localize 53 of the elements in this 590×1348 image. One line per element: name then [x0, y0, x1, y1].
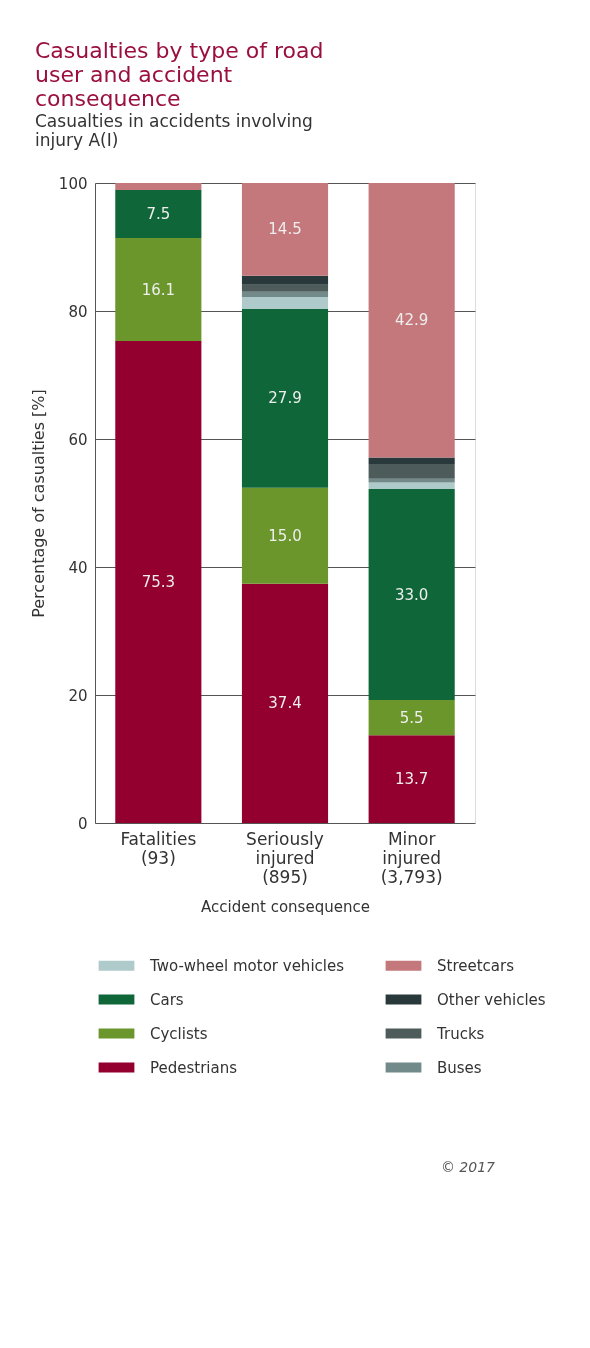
- data-label: 37.4: [268, 694, 302, 713]
- data-label: 14.5: [268, 220, 302, 239]
- bar: [115, 341, 202, 823]
- y-tick-label: 60: [68, 430, 88, 449]
- data-label: 13.7: [394, 770, 429, 789]
- y-tick-label: 40: [68, 558, 88, 577]
- bar: [241, 487, 329, 584]
- text: © 2017: [440, 1159, 496, 1175]
- bar: [115, 238, 202, 342]
- bar: [368, 488, 455, 701]
- bar: [368, 457, 455, 464]
- bar: [368, 482, 455, 489]
- y-tick-label: 100: [58, 174, 88, 193]
- x-axis-title: Accident consequence: [201, 897, 370, 916]
- bar: [368, 478, 455, 483]
- bar: [368, 700, 455, 736]
- data-label: 33.0: [394, 585, 429, 604]
- bar: [368, 463, 455, 479]
- legend-label: Other vehicles: [437, 990, 546, 1009]
- legend-label: Cyclists: [150, 1024, 208, 1043]
- bar: [241, 183, 329, 276]
- data-label: 42.9: [394, 311, 429, 330]
- legend-label: Two-wheel motor vehicles: [149, 956, 345, 975]
- y-axis-title: Percentage of casualties [%]: [28, 389, 48, 618]
- bar: [241, 296, 329, 310]
- legend-label: Streetcars: [437, 956, 515, 975]
- x-tick-label: Seriously injured (895): [246, 828, 324, 887]
- bar: [115, 183, 202, 191]
- bar: [241, 291, 329, 297]
- legend-label: Buses: [437, 1058, 482, 1077]
- data-label: 16.1: [141, 280, 176, 299]
- data-label: 27.9: [268, 389, 302, 408]
- chart-subtitle: Casualties in accidents involving injury A(I): [35, 111, 313, 150]
- x-tick-label: Minor injured (3,793): [380, 828, 443, 887]
- y-tick-label: 80: [68, 302, 88, 321]
- y-tick-label: 0: [77, 814, 88, 833]
- bar: [368, 735, 455, 823]
- data-label: 7.5: [146, 205, 171, 224]
- legend-label: Cars: [150, 990, 184, 1009]
- bar: [241, 309, 329, 488]
- bar: [115, 190, 202, 239]
- y-tick-label: 20: [68, 686, 88, 705]
- chart-title: Casualties by type of road user and accident consequence: [35, 38, 324, 111]
- legend-label: Pedestrians: [150, 1058, 238, 1077]
- bar: [368, 183, 455, 458]
- data-label: 5.5: [399, 708, 424, 727]
- bar: [241, 583, 329, 823]
- data-label: 75.3: [141, 573, 176, 592]
- bar: [241, 275, 329, 285]
- x-tick-label: Fatalities (93): [120, 828, 197, 868]
- legend-label: Trucks: [436, 1024, 485, 1043]
- data-label: 15.0: [268, 526, 302, 545]
- bar: [241, 284, 329, 292]
